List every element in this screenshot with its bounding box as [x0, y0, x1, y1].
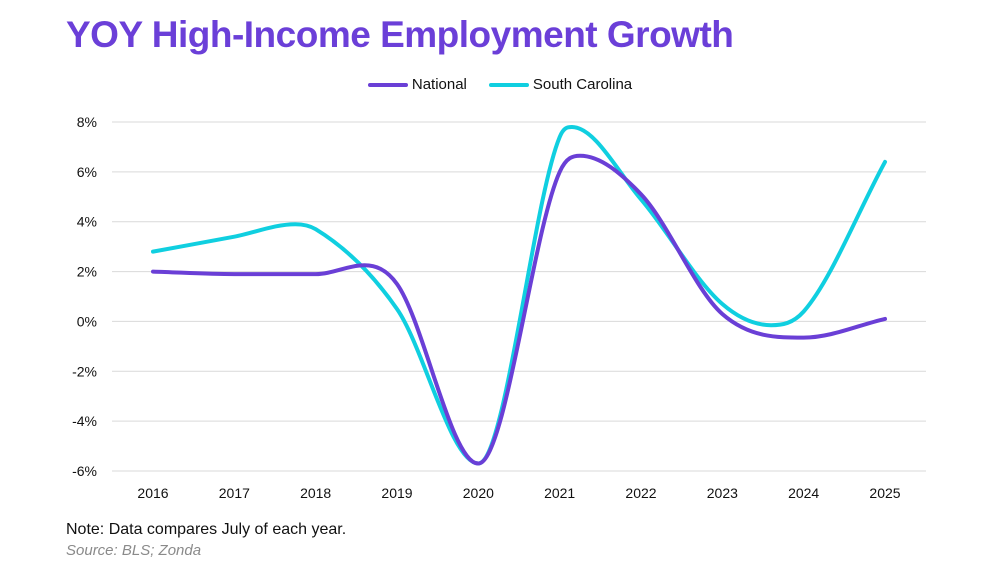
legend-swatch-national: [367, 82, 408, 87]
x-tick-label: 2018: [300, 485, 331, 501]
x-tick-label: 2019: [381, 485, 412, 501]
legend-item-national: National: [367, 76, 467, 93]
legend-item-south-carolina: South Carolina: [488, 76, 633, 93]
y-tick-label: -6%: [72, 463, 97, 479]
x-tick-label: 2016: [137, 485, 168, 501]
chart-source: Source: BLS; Zonda: [66, 542, 202, 559]
legend-label-national: National: [411, 76, 467, 93]
chart-title: YOY High-Income Employment Growth: [66, 14, 734, 55]
y-tick-label: 6%: [77, 164, 97, 180]
x-tick-label: 2022: [625, 485, 656, 501]
x-tick-label: 2021: [544, 485, 575, 501]
y-tick-label: 4%: [77, 214, 97, 230]
chart-legend: National South Carolina: [0, 76, 1000, 93]
x-tick-label: 2025: [869, 485, 900, 501]
y-tick-label: 8%: [77, 114, 97, 130]
chart-note: Note: Data compares July of each year.: [66, 521, 347, 538]
y-tick-label: 2%: [77, 264, 97, 280]
x-tick-label: 2017: [219, 485, 250, 501]
x-tick-label: 2024: [788, 485, 819, 501]
y-tick-label: 0%: [77, 313, 97, 329]
y-tick-label: -2%: [72, 363, 97, 379]
series-line-south-carolina: [151, 125, 887, 466]
x-tick-label: 2020: [463, 485, 494, 501]
x-tick-label: 2023: [707, 485, 738, 501]
series-line-national: [151, 153, 887, 466]
legend-label-south-carolina: South Carolina: [532, 76, 633, 93]
y-tick-label: -4%: [72, 413, 97, 429]
legend-swatch-south-carolina: [488, 82, 529, 87]
